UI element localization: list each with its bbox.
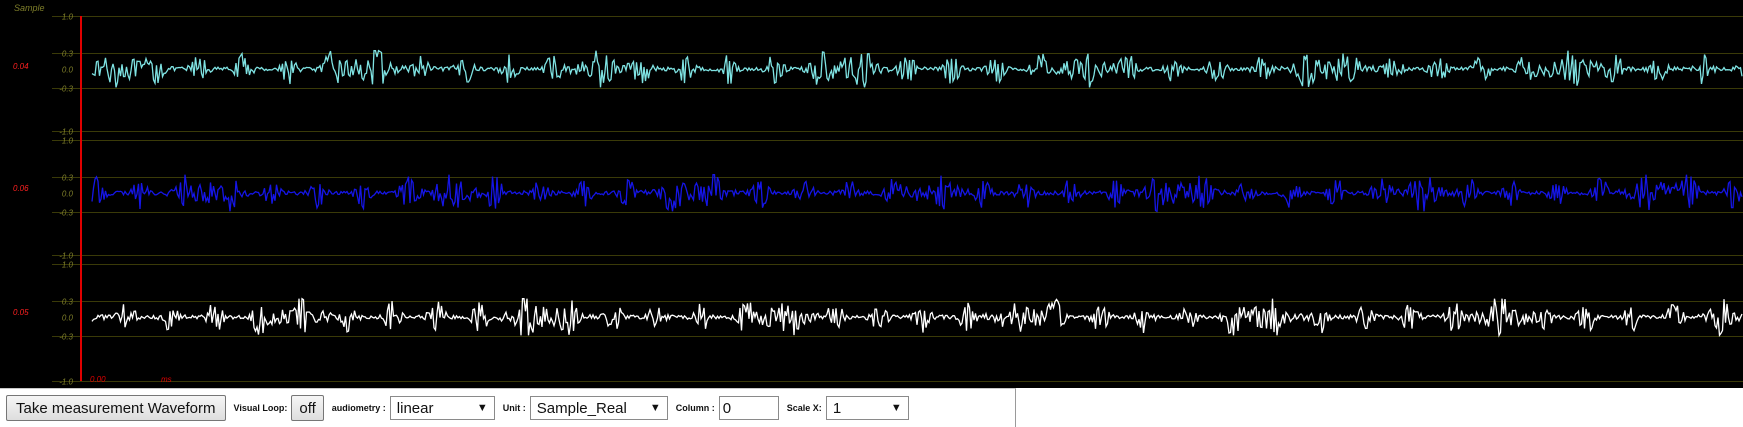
axis-tick-label: 0.0 bbox=[62, 190, 74, 199]
axis-tick-label: -1.0 bbox=[59, 252, 73, 261]
axis-tick-label: -0.3 bbox=[59, 85, 73, 94]
visual-loop-toggle[interactable]: off bbox=[291, 395, 324, 421]
axis-tick-label: 1.0 bbox=[62, 137, 74, 146]
channel-1-value-label: 0.04 bbox=[13, 62, 29, 71]
axis-tick-label: 0.3 bbox=[62, 298, 74, 307]
axis-tick-label: 0.3 bbox=[62, 174, 74, 183]
channel-3-value-label: 0.05 bbox=[13, 308, 29, 317]
channel-2-value-label: 0.06 bbox=[13, 184, 29, 193]
unit-selected-value: Sample_Real bbox=[536, 399, 627, 417]
audiometry-select[interactable]: linear ▼ bbox=[389, 396, 495, 420]
chevron-down-icon: ▼ bbox=[649, 402, 661, 414]
header-label: Sample bbox=[14, 3, 45, 13]
chevron-down-icon: ▼ bbox=[890, 402, 902, 414]
axis-tick-label: -0.3 bbox=[59, 209, 73, 218]
visual-loop-label: Visual Loop: bbox=[233, 403, 288, 413]
channel-3-waveform bbox=[91, 297, 1743, 338]
grid-layer: 1.00.30.0-0.3-1.01.00.30.0-0.3-1.01.00.3… bbox=[52, 13, 1743, 387]
time-unit-label: ms bbox=[161, 375, 172, 384]
column-label: Column : bbox=[675, 403, 715, 413]
waveform-canvas: 1.00.30.0-0.3-1.01.00.30.0-0.3-1.01.00.3… bbox=[13, 3, 1743, 387]
axis-tick-label: -1.0 bbox=[59, 128, 73, 137]
label-layer: Sample 0.04 0.06 0.05 0.00 ms bbox=[13, 3, 172, 384]
axis-tick-label: 0.0 bbox=[62, 66, 74, 75]
control-toolbar: Take measurement Waveform Visual Loop: o… bbox=[0, 388, 1016, 427]
audiometry-selected-value: linear bbox=[396, 399, 434, 417]
channel-1-waveform bbox=[91, 49, 1743, 88]
axis-tick-label: -0.3 bbox=[59, 333, 73, 342]
unit-select[interactable]: Sample_Real ▼ bbox=[529, 396, 668, 420]
chevron-down-icon: ▼ bbox=[476, 402, 488, 414]
axis-tick-label: 1.0 bbox=[62, 13, 74, 22]
scale-x-selected-value: 1 bbox=[832, 399, 842, 417]
waveform-layer bbox=[91, 49, 1743, 338]
scale-x-label: Scale X: bbox=[786, 403, 822, 413]
time-value-label: 0.00 bbox=[90, 375, 106, 384]
column-input[interactable]: 0 bbox=[718, 396, 779, 420]
take-measurement-button[interactable]: Take measurement Waveform bbox=[6, 395, 226, 421]
axis-tick-label: -1.0 bbox=[59, 378, 73, 387]
axis-tick-label: 1.0 bbox=[62, 261, 74, 270]
channel-2-waveform bbox=[91, 174, 1743, 213]
scale-x-select[interactable]: 1 ▼ bbox=[825, 396, 909, 420]
axis-tick-label: 0.0 bbox=[62, 314, 74, 323]
waveform-display[interactable]: 1.0 0.3 0.0 -0.3 -1.0 1.0 0.3 0.0 -0.3 -1.0 1.0 0.3… bbox=[0, 0, 1743, 388]
audiometry-label: audiometry : bbox=[331, 403, 386, 413]
unit-label: Unit : bbox=[502, 403, 526, 413]
column-input-value: 0 bbox=[722, 399, 732, 417]
axis-tick-label: 0.3 bbox=[62, 50, 74, 59]
